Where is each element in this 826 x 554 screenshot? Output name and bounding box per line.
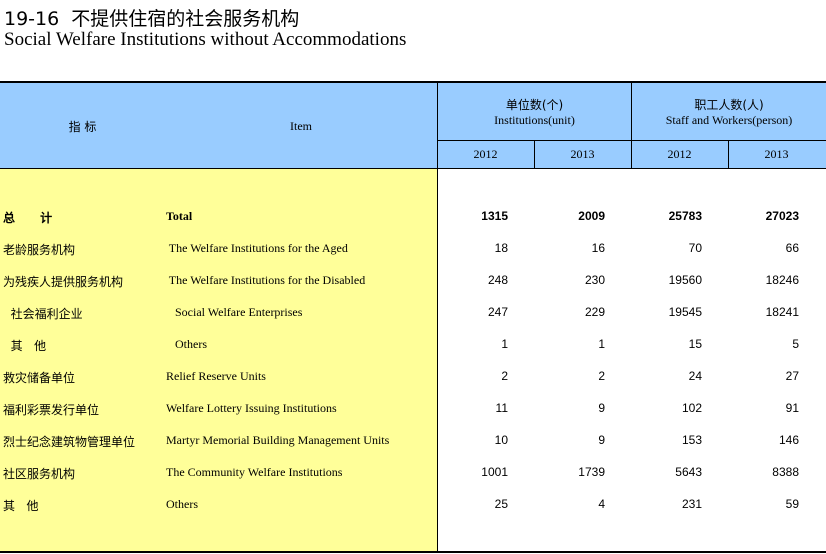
stub-band	[0, 169, 437, 552]
cell-value: 230	[584, 273, 605, 287]
row-label-cn: 老龄服务机构	[3, 243, 76, 257]
cell-value: 25783	[668, 209, 702, 223]
cell-value: 2009	[578, 209, 605, 223]
cell-value: 1001	[481, 465, 508, 479]
col-group: 职工人数(人) Staff and Workers(person)	[632, 88, 826, 136]
cell-value: 91	[785, 401, 799, 415]
cell-value: 19545	[668, 305, 702, 319]
cell-value: 229	[584, 305, 605, 319]
col-header: Item	[290, 118, 312, 133]
row-label-cn: 救灾储备单位	[3, 371, 76, 385]
cell-value: 247	[487, 305, 508, 319]
cell-value: 231	[681, 497, 702, 511]
cell-value: 19560	[668, 273, 702, 287]
cell-value: 18246	[765, 273, 799, 287]
cell-value: 9	[598, 433, 605, 447]
cell-value: 8388	[772, 465, 799, 479]
cell-value: 10	[494, 433, 508, 447]
cell-value: 4	[598, 497, 605, 511]
cell-value: 5643	[675, 465, 702, 479]
cell-value: 18241	[765, 305, 799, 319]
divider	[534, 140, 535, 169]
divider	[728, 140, 729, 169]
year-header: 2013	[570, 147, 595, 161]
row-label-en: Relief Reserve Units	[166, 369, 266, 383]
row-label-en: Others	[166, 497, 198, 511]
cell-value: 70	[688, 241, 702, 255]
cell-value: 25	[494, 497, 508, 511]
row-label-en: The Welfare Institutions for the Disable…	[166, 273, 366, 287]
cell-value: 146	[778, 433, 799, 447]
row-label-cn: 社会福利企业	[3, 307, 83, 321]
row-label-en: Others	[166, 337, 207, 351]
cell-value: 1	[501, 337, 508, 351]
col-header: 职工人数(人)	[694, 98, 764, 112]
row-label-en: Social Welfare Enterprises	[166, 305, 303, 319]
row-label-en: Welfare Lottery Issuing Institutions	[166, 401, 337, 415]
bottom-rule	[0, 551, 826, 553]
cell-value: 2	[598, 369, 605, 383]
cell-value: 1	[598, 337, 605, 351]
year-header: 2013	[764, 147, 789, 161]
header-band	[0, 83, 826, 169]
row-label-cn: 社区服务机构	[3, 467, 76, 481]
cell-value: 1315	[481, 209, 508, 223]
col-header: Staff and Workers(person)	[665, 113, 793, 127]
divider	[437, 83, 438, 552]
cell-value: 24	[688, 369, 702, 383]
row-label-cn: 为残疾人提供服务机构	[3, 275, 124, 289]
cell-value: 5	[792, 337, 799, 351]
subtitle: Social Welfare Institutions without Acco…	[4, 29, 407, 50]
cell-value: 18	[494, 241, 508, 255]
title: 19-16 不提供住宿的社会服务机构	[4, 8, 300, 30]
col-header: 单位数(个)	[505, 98, 564, 112]
divider	[631, 83, 632, 169]
row-label-cn: 其 他	[3, 339, 47, 353]
row-label-cn: 其 他	[3, 499, 39, 513]
row-label-en: The Welfare Institutions for the Aged	[166, 241, 348, 255]
cell-value: 59	[785, 497, 799, 511]
row-label-en: Martyr Memorial Building Management Unit…	[166, 433, 390, 447]
cell-value: 102	[681, 401, 702, 415]
top-rule	[0, 81, 826, 83]
cell-value: 11	[495, 401, 508, 415]
year-header: 2012	[667, 147, 692, 161]
col-header: 指 标	[68, 119, 97, 134]
divider	[0, 168, 826, 169]
year-header: 2012	[473, 147, 498, 161]
col-header: Institutions(unit)	[494, 113, 575, 127]
row-label-en: The Community Welfare Institutions	[166, 465, 343, 479]
cell-value: 1739	[578, 465, 605, 479]
row-label-cn: 福利彩票发行单位	[3, 403, 100, 417]
cell-value: 66	[785, 241, 799, 255]
cell-value: 16	[591, 241, 605, 255]
cell-value: 153	[681, 433, 702, 447]
cell-value: 27	[785, 369, 799, 383]
row-label-cn: 总 计	[3, 211, 53, 225]
cell-value: 9	[598, 401, 605, 415]
cell-value: 2	[501, 369, 508, 383]
cell-value: 27023	[765, 209, 799, 223]
row-label-en: Total	[166, 209, 193, 223]
cell-value: 248	[487, 273, 508, 287]
divider	[437, 140, 826, 141]
row-label-cn: 烈士纪念建筑物管理单位	[3, 435, 136, 449]
col-group: 单位数(个) Institutions(unit)	[438, 88, 631, 136]
cell-value: 15	[688, 337, 702, 351]
